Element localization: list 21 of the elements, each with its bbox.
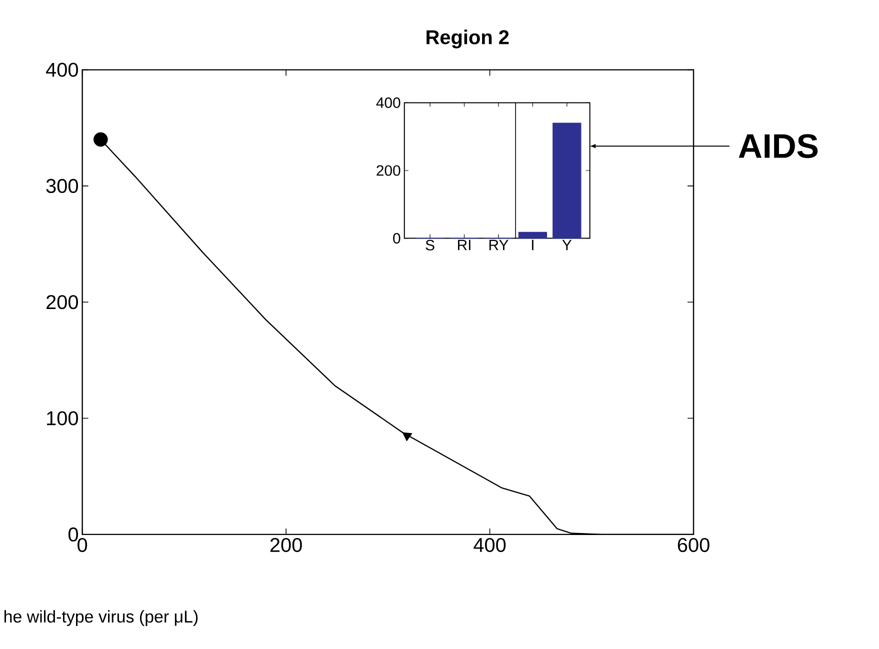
y-tick-label: 0 [68, 527, 78, 542]
y-tick-label: 300 [46, 178, 78, 193]
y-tick-label: 200 [46, 295, 78, 310]
x-tick-label: Y [562, 240, 572, 250]
x-axis-title: he wild-type virus (per μL) [4, 610, 198, 626]
y-tick-label: 100 [47, 411, 78, 426]
bar [552, 122, 582, 239]
x-tick-label: 600 [678, 538, 710, 552]
x-tick-label: S [426, 240, 434, 250]
bar [518, 232, 548, 239]
x-tick-label: 0 [78, 538, 88, 552]
x-tick-label: 200 [270, 538, 302, 552]
chart-title: Region 2 [426, 30, 509, 48]
text: AIDS [738, 134, 818, 158]
x-tick-label: RI [458, 240, 470, 250]
y-tick-label: 400 [376, 97, 400, 108]
y-tick-label: 400 [46, 62, 78, 77]
x-tick-label: I [532, 240, 534, 250]
y-tick-label: 200 [376, 165, 400, 176]
x-tick-label: RY [489, 240, 508, 250]
x-tick-label: 400 [474, 538, 506, 552]
